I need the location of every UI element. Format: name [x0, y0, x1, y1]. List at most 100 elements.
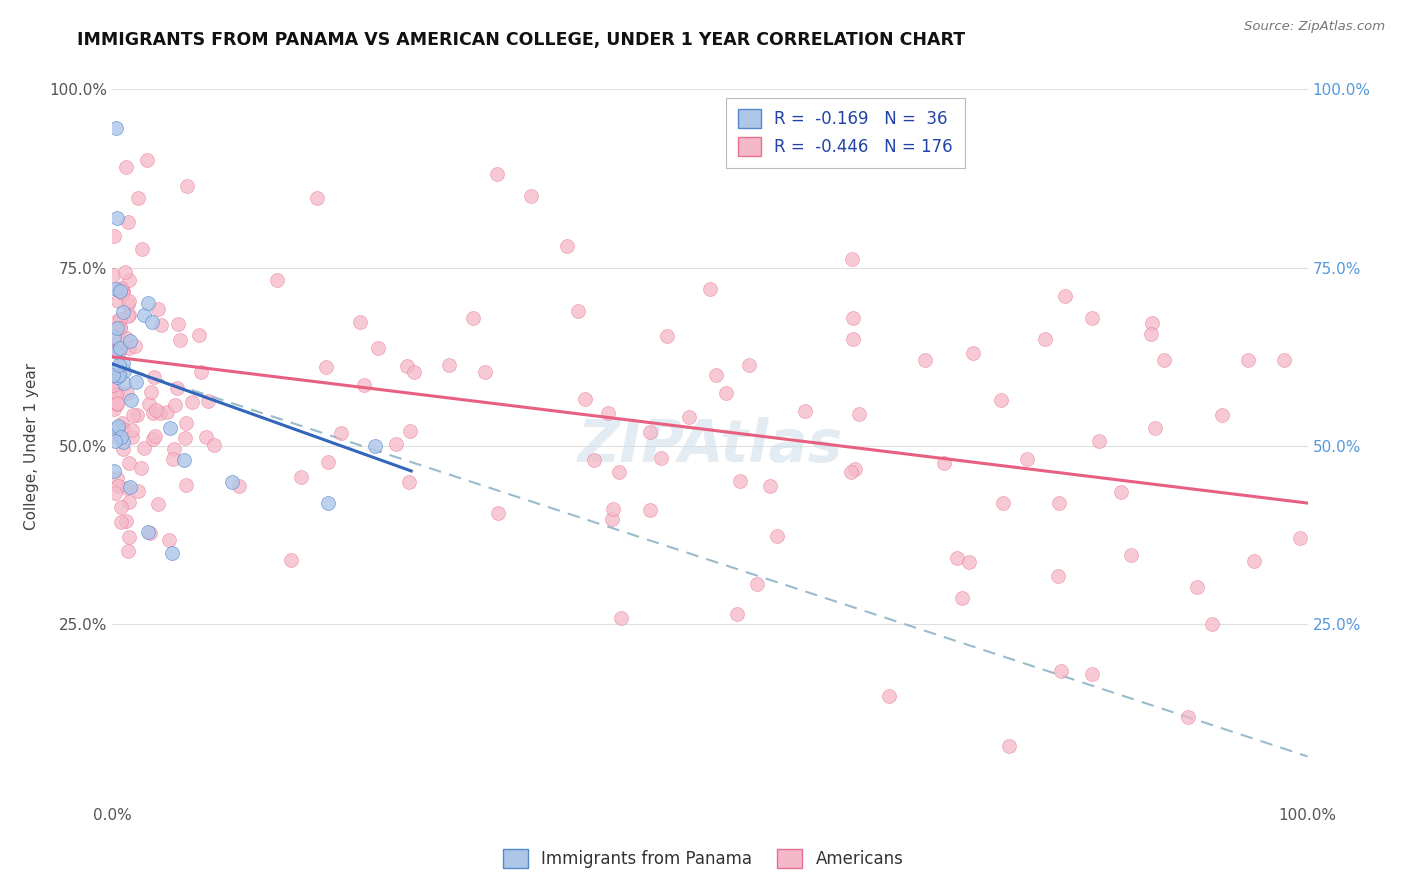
Point: [117, 296, 139, 310]
Point: [1047, 496, 1070, 510]
Point: [173, 453, 195, 467]
Point: [131, 460, 153, 475]
Point: [842, 332, 865, 346]
Point: [349, 315, 371, 329]
Point: [141, 315, 163, 329]
Point: [728, 475, 751, 489]
Point: [105, 320, 128, 334]
Point: [142, 406, 165, 420]
Point: [1140, 327, 1163, 342]
Point: [574, 392, 596, 406]
Point: [367, 341, 389, 355]
Point: [112, 356, 135, 370]
Point: [290, 470, 312, 484]
Point: [600, 512, 623, 526]
Point: [118, 480, 141, 494]
Point: [1046, 569, 1069, 583]
Point: [266, 273, 288, 287]
Point: [609, 611, 631, 625]
Point: [650, 451, 672, 466]
Point: [1243, 554, 1265, 568]
Point: [135, 153, 157, 168]
Point: [657, 329, 679, 343]
Point: [934, 456, 956, 470]
Point: [607, 465, 630, 479]
Point: [111, 416, 134, 430]
Point: [101, 429, 124, 443]
Point: [104, 344, 127, 359]
Point: [1054, 288, 1077, 302]
Point: [699, 282, 721, 296]
Point: [159, 421, 181, 435]
Point: [112, 285, 135, 300]
Point: [136, 296, 159, 310]
Point: [766, 529, 789, 543]
Point: [596, 406, 619, 420]
Point: [678, 409, 700, 424]
Point: [143, 429, 166, 443]
Point: [105, 396, 128, 410]
Point: [841, 252, 863, 266]
Point: [202, 438, 225, 452]
Point: [105, 121, 128, 136]
Point: [1088, 434, 1111, 449]
Point: [176, 179, 198, 194]
Point: [131, 242, 153, 256]
Point: [842, 310, 865, 325]
Point: [485, 168, 508, 182]
Point: [1177, 710, 1199, 724]
Point: [1081, 310, 1104, 325]
Point: [197, 394, 219, 409]
Point: [134, 441, 156, 455]
Point: [839, 465, 862, 479]
Point: [108, 282, 131, 296]
Point: [105, 471, 128, 485]
Point: [120, 334, 142, 349]
Point: [110, 430, 132, 444]
Point: [962, 346, 984, 360]
Point: [103, 368, 125, 382]
Point: [1237, 353, 1260, 368]
Point: [794, 404, 817, 418]
Point: [1211, 409, 1233, 423]
Point: [117, 310, 139, 324]
Point: [1119, 548, 1142, 562]
Point: [228, 479, 250, 493]
Point: [127, 484, 149, 499]
Point: [118, 308, 141, 322]
Point: [396, 359, 419, 374]
Point: [384, 437, 406, 451]
Point: [194, 430, 217, 444]
Point: [108, 319, 131, 334]
Point: [105, 282, 128, 296]
Point: [111, 285, 134, 300]
Point: [110, 341, 132, 355]
Point: [118, 273, 141, 287]
Point: [163, 442, 186, 457]
Point: [1272, 353, 1295, 368]
Point: [946, 550, 969, 565]
Point: [950, 591, 973, 605]
Point: [120, 393, 142, 408]
Point: [1140, 316, 1163, 330]
Point: [1033, 332, 1056, 346]
Point: [463, 311, 485, 326]
Point: [115, 481, 138, 495]
Point: [567, 304, 589, 318]
Point: [108, 344, 131, 359]
Point: [156, 404, 179, 418]
Point: [157, 533, 180, 547]
Point: [759, 479, 782, 493]
Point: [111, 422, 134, 436]
Point: [221, 475, 243, 489]
Point: [103, 229, 125, 244]
Point: [105, 420, 128, 434]
Point: [1201, 617, 1223, 632]
Point: [329, 425, 352, 440]
Point: [404, 365, 426, 379]
Point: [145, 403, 167, 417]
Point: [169, 333, 191, 347]
Point: [166, 381, 188, 395]
Point: [117, 544, 139, 558]
Point: [142, 433, 165, 447]
